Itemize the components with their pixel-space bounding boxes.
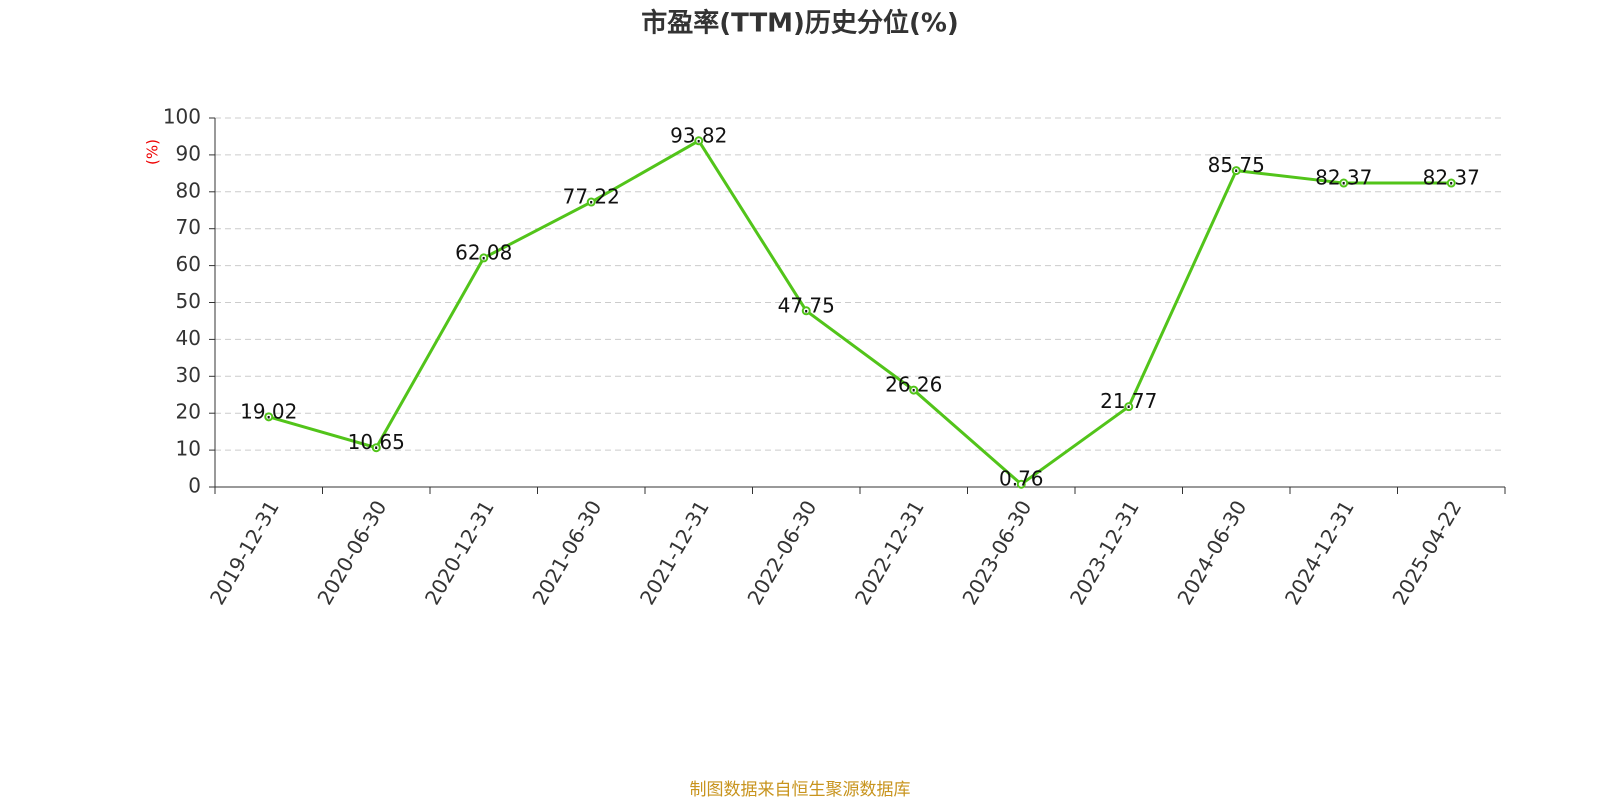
y-tick-label: 80 xyxy=(176,178,201,202)
data-label: 26.26 xyxy=(885,373,942,397)
data-label: 82.37 xyxy=(1315,166,1372,190)
x-tick-label: 2023-12-31 xyxy=(1065,496,1144,609)
data-label: 10.65 xyxy=(348,430,405,454)
data-label: 77.22 xyxy=(563,185,620,209)
x-tick-label: 2025-04-22 xyxy=(1387,496,1466,609)
point xyxy=(1339,178,1349,188)
y-tick-label: 20 xyxy=(176,400,201,424)
point xyxy=(909,385,919,395)
x-tick-label: 2023-06-30 xyxy=(957,496,1036,609)
x-tick-label: 2019-12-31 xyxy=(205,496,284,609)
y-tick-label: 90 xyxy=(176,141,201,165)
data-label: 82.37 xyxy=(1423,166,1480,190)
x-tick-label: 2020-06-30 xyxy=(312,496,391,609)
point xyxy=(1231,166,1241,176)
point xyxy=(1446,178,1456,188)
x-tick-label: 2024-12-31 xyxy=(1280,496,1359,609)
y-tick-label: 100 xyxy=(163,105,201,129)
y-tick-label: 0 xyxy=(188,474,201,498)
line xyxy=(268,138,1452,487)
point xyxy=(1016,479,1026,489)
x-tick-label: 2021-12-31 xyxy=(635,496,714,609)
point xyxy=(694,136,704,146)
data-label: 93.82 xyxy=(670,123,727,147)
point xyxy=(586,197,596,207)
y-tick-label: 50 xyxy=(176,289,201,313)
footer: 制图数据来自恒生聚源数据库 xyxy=(690,780,911,800)
x-tick-label: 2022-06-30 xyxy=(742,496,821,609)
y-tick-label: 70 xyxy=(176,215,201,239)
x-tick-label: 2020-12-31 xyxy=(420,496,499,609)
x-tick-label: 2022-12-31 xyxy=(850,496,929,609)
y-tick-label: 60 xyxy=(176,252,201,276)
point xyxy=(1124,402,1134,412)
y-tick-label: 10 xyxy=(176,437,201,461)
data-label: 47.75 xyxy=(778,293,835,317)
x-tick-label: 2024-06-30 xyxy=(1172,496,1251,609)
y-axis-label: (%) xyxy=(144,139,162,165)
data-label: 21.77 xyxy=(1100,389,1157,413)
data-label: 85.75 xyxy=(1208,153,1265,177)
point xyxy=(479,253,489,263)
data-label: 0.76 xyxy=(999,467,1044,491)
x-tick-label: 2021-06-30 xyxy=(527,496,606,609)
y-tick-label: 30 xyxy=(176,363,201,387)
point xyxy=(371,443,381,453)
data-label: 62.08 xyxy=(455,240,512,264)
point xyxy=(264,412,274,422)
data-label: 19.02 xyxy=(240,399,297,423)
point xyxy=(801,306,811,316)
chart-title: 市盈率(TTM)历史分位(%) xyxy=(641,8,959,39)
y-tick-label: 40 xyxy=(176,326,201,350)
